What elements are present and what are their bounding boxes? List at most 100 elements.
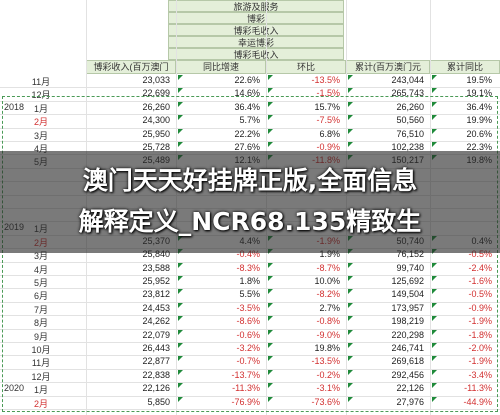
cell-cumulative[interactable]: 149,504 (391, 289, 424, 300)
cell-yoy[interactable]: 27.6% (234, 142, 260, 152)
cell-revenue[interactable]: 23,033 (142, 75, 170, 85)
cell-cumulative-yoy[interactable]: 20.6% (466, 128, 492, 139)
column-header-yoy[interactable]: 同比增速 (176, 60, 266, 74)
cell-yoy[interactable]: -0.7% (236, 356, 260, 367)
cell-mom[interactable]: -0.2% (316, 369, 340, 380)
cell-cumulative-yoy[interactable]: -2.0% (468, 343, 492, 353)
cell-yoy[interactable]: -76.9% (231, 396, 260, 407)
cell-cumulative[interactable]: 76,510 (396, 128, 424, 139)
cell-revenue[interactable]: 24,453 (142, 302, 170, 313)
cell-cumulative[interactable]: 265,743 (391, 88, 424, 99)
cell-mom[interactable]: 10.0% (314, 276, 340, 286)
cell-cumulative-yoy[interactable]: -0.5% (468, 249, 492, 260)
cell-cumulative[interactable]: 246,741 (391, 343, 424, 353)
cell-cumulative[interactable]: 198,219 (391, 316, 424, 327)
cell-cumulative-yoy[interactable]: -1.9% (468, 356, 492, 367)
cell-cumulative-yoy[interactable]: -3.4% (468, 369, 492, 380)
cell-cumulative-yoy[interactable]: -0.9% (468, 302, 492, 313)
cell-mom[interactable]: -8.2% (316, 289, 340, 300)
cell-yoy[interactable]: 22.2% (234, 128, 260, 139)
cell-cumulative-yoy[interactable]: -0.5% (468, 289, 492, 300)
cell-cumulative-yoy[interactable]: -1.9% (468, 316, 492, 327)
cell-cumulative-yoy[interactable]: 36.4% (466, 101, 492, 112)
cell-cumulative[interactable]: 102,238 (391, 142, 424, 152)
cell-cumulative[interactable]: 243,044 (391, 75, 424, 85)
cell-yoy[interactable]: 1.8% (239, 276, 260, 286)
cell-cumulative-yoy[interactable]: -2.4% (468, 262, 492, 273)
cell-mom[interactable]: -73.6% (311, 396, 340, 407)
column-header-mom[interactable]: 环比 (266, 60, 346, 74)
cell-yoy[interactable]: -8.3% (236, 262, 260, 273)
cell-revenue[interactable]: 23,588 (142, 262, 170, 273)
cell-cumulative[interactable]: 269,618 (391, 356, 424, 367)
cell-cumulative-yoy[interactable]: -1.6% (468, 276, 492, 286)
cell-cumulative-yoy[interactable]: 19.1% (466, 88, 492, 99)
cell-comment-marker (348, 276, 353, 281)
cell-revenue[interactable]: 23,812 (142, 289, 170, 300)
cell-revenue[interactable]: 22,126 (142, 383, 170, 394)
cell-mom[interactable]: -9.0% (316, 329, 340, 340)
column-header-cumulative-yoy[interactable]: 累计同比 (430, 60, 500, 74)
cell-revenue[interactable]: 25,840 (142, 249, 170, 260)
cell-cumulative-yoy[interactable]: 22.3% (466, 142, 492, 152)
cell-mom[interactable]: 1.9% (319, 249, 340, 260)
cell-revenue[interactable]: 26,443 (142, 343, 170, 353)
cell-mom[interactable]: 15.7% (314, 101, 340, 112)
cell-mom[interactable]: -7.5% (316, 115, 340, 126)
cell-mom[interactable]: -8.7% (316, 262, 340, 273)
cell-mom[interactable]: -1.5% (316, 88, 340, 99)
cell-yoy[interactable]: -8.6% (236, 316, 260, 327)
cell-yoy[interactable]: -3.5% (236, 302, 260, 313)
cell-cumulative[interactable]: 173,957 (391, 302, 424, 313)
cell-cumulative[interactable]: 26,260 (396, 101, 424, 112)
cell-revenue[interactable]: 26,260 (142, 101, 170, 112)
cell-revenue[interactable]: 22,699 (142, 88, 170, 99)
cell-yoy[interactable]: -0.6% (236, 329, 260, 340)
row-month: 3月 (33, 130, 48, 141)
cell-revenue[interactable]: 22,877 (142, 356, 170, 367)
cell-cumulative-yoy[interactable]: -44.9% (463, 396, 492, 407)
cell-mom[interactable]: 2.7% (319, 302, 340, 313)
cell-cumulative[interactable]: 22,126 (396, 383, 424, 394)
row-month: 9月 (33, 331, 48, 342)
cell-cumulative[interactable]: 220,298 (391, 329, 424, 340)
cell-cumulative-yoy[interactable]: 19.5% (466, 75, 492, 85)
column-header-cumulative[interactable]: 累计(百万澳门元 (346, 60, 430, 74)
column-header-revenue[interactable]: 博彩收入(百万澳门 (86, 60, 176, 74)
cell-revenue[interactable]: 24,262 (142, 316, 170, 327)
cell-cumulative-yoy[interactable]: -1.8% (468, 329, 492, 340)
cell-revenue[interactable]: 25,950 (142, 128, 170, 139)
cell-yoy[interactable]: -13.7% (231, 369, 260, 380)
cell-cumulative-yoy[interactable]: 19.9% (466, 115, 492, 126)
cell-yoy[interactable]: -0.4% (236, 249, 260, 260)
cell-revenue[interactable]: 22,079 (142, 329, 170, 340)
cell-revenue[interactable]: 25,728 (142, 142, 170, 152)
cell-revenue[interactable]: 24,300 (142, 115, 170, 126)
cell-comment-marker (268, 316, 273, 322)
cell-revenue[interactable]: 25,952 (142, 276, 170, 286)
cell-mom[interactable]: -0.9% (316, 142, 340, 152)
cell-yoy[interactable]: 5.5% (239, 289, 260, 300)
cell-yoy[interactable]: 5.7% (239, 115, 260, 126)
cell-cumulative[interactable]: 76,152 (396, 249, 424, 260)
cell-mom[interactable]: 19.8% (314, 343, 340, 353)
cell-yoy[interactable]: 22.6% (234, 75, 260, 85)
cell-cumulative[interactable]: 292,456 (391, 369, 424, 380)
cell-mom[interactable]: -3.1% (316, 383, 340, 394)
cell-yoy[interactable]: -11.3% (232, 383, 260, 394)
cell-yoy[interactable]: 14.6% (234, 88, 260, 99)
cell-mom[interactable]: 6.8% (319, 128, 340, 139)
cell-revenue[interactable]: 5,850 (147, 396, 170, 407)
cell-cumulative[interactable]: 27,976 (396, 396, 424, 407)
cell-mom[interactable]: -13.5% (311, 75, 340, 85)
cell-yoy[interactable]: -3.2% (236, 343, 260, 353)
cell-mom[interactable]: -13.5% (311, 356, 340, 367)
cell-cumulative[interactable]: 50,560 (396, 115, 424, 126)
cell-mom[interactable]: -0.8% (316, 316, 340, 327)
cell-yoy[interactable]: 36.4% (234, 101, 260, 112)
cell-cumulative-yoy[interactable]: -11.3% (464, 383, 492, 394)
row-gridline (0, 395, 500, 397)
cell-cumulative[interactable]: 125,692 (391, 276, 424, 286)
cell-cumulative[interactable]: 99,740 (396, 262, 424, 273)
cell-revenue[interactable]: 22,838 (142, 369, 170, 380)
